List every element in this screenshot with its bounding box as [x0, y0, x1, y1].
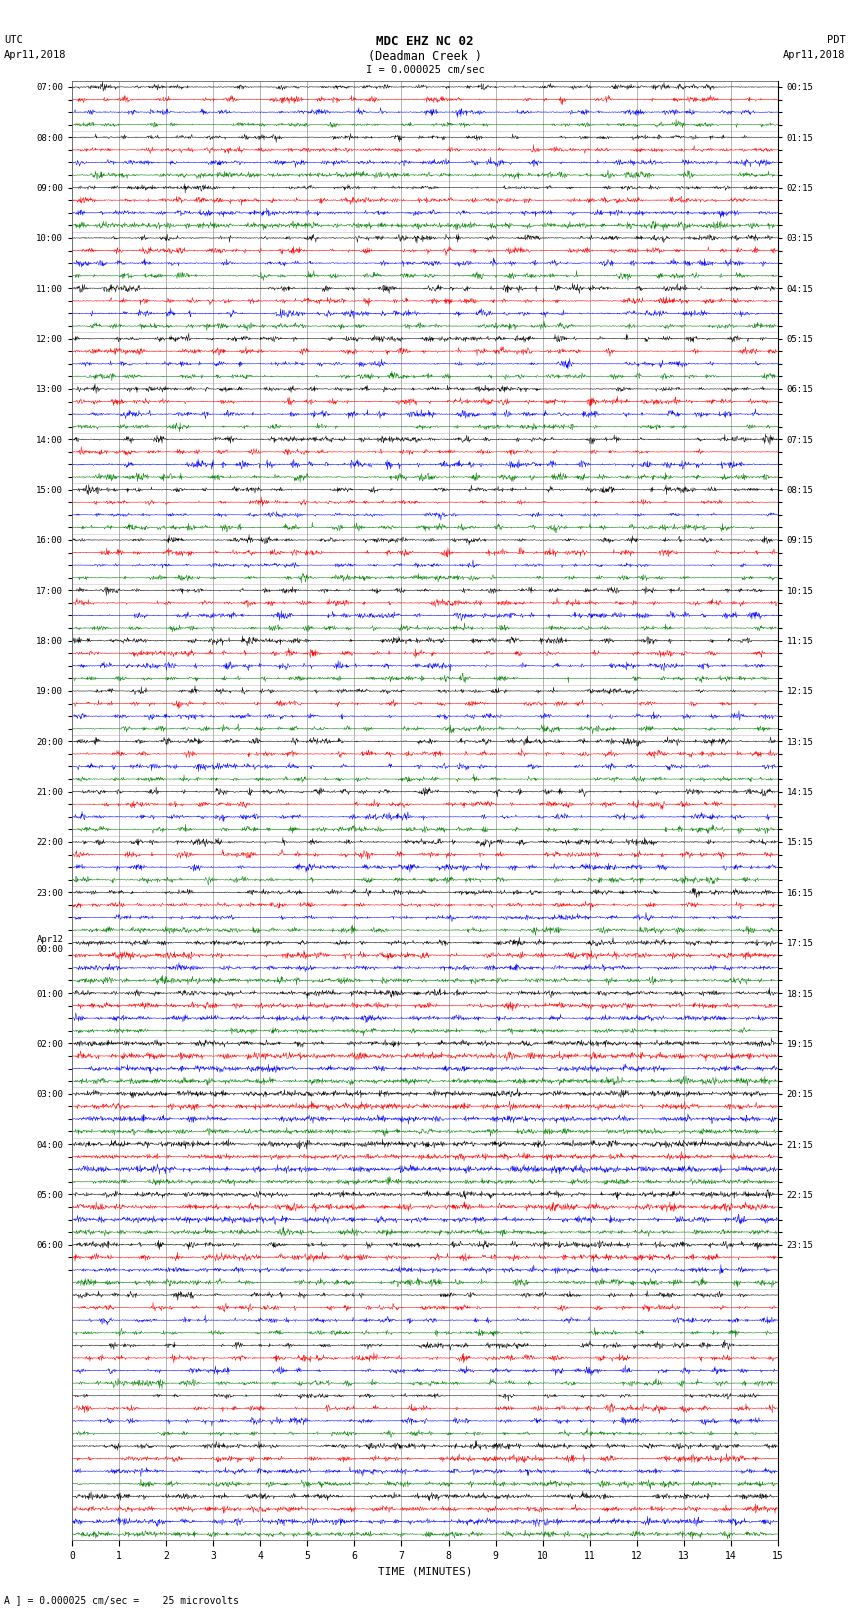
X-axis label: TIME (MINUTES): TIME (MINUTES) [377, 1566, 473, 1576]
Text: UTC: UTC [4, 35, 23, 45]
Text: MDC EHZ NC 02: MDC EHZ NC 02 [377, 35, 473, 48]
Text: I = 0.000025 cm/sec: I = 0.000025 cm/sec [366, 65, 484, 74]
Text: (Deadman Creek ): (Deadman Creek ) [368, 50, 482, 63]
Text: PDT: PDT [827, 35, 846, 45]
Text: Apr11,2018: Apr11,2018 [4, 50, 67, 60]
Text: A ] = 0.000025 cm/sec =    25 microvolts: A ] = 0.000025 cm/sec = 25 microvolts [4, 1595, 239, 1605]
Text: Apr11,2018: Apr11,2018 [783, 50, 846, 60]
